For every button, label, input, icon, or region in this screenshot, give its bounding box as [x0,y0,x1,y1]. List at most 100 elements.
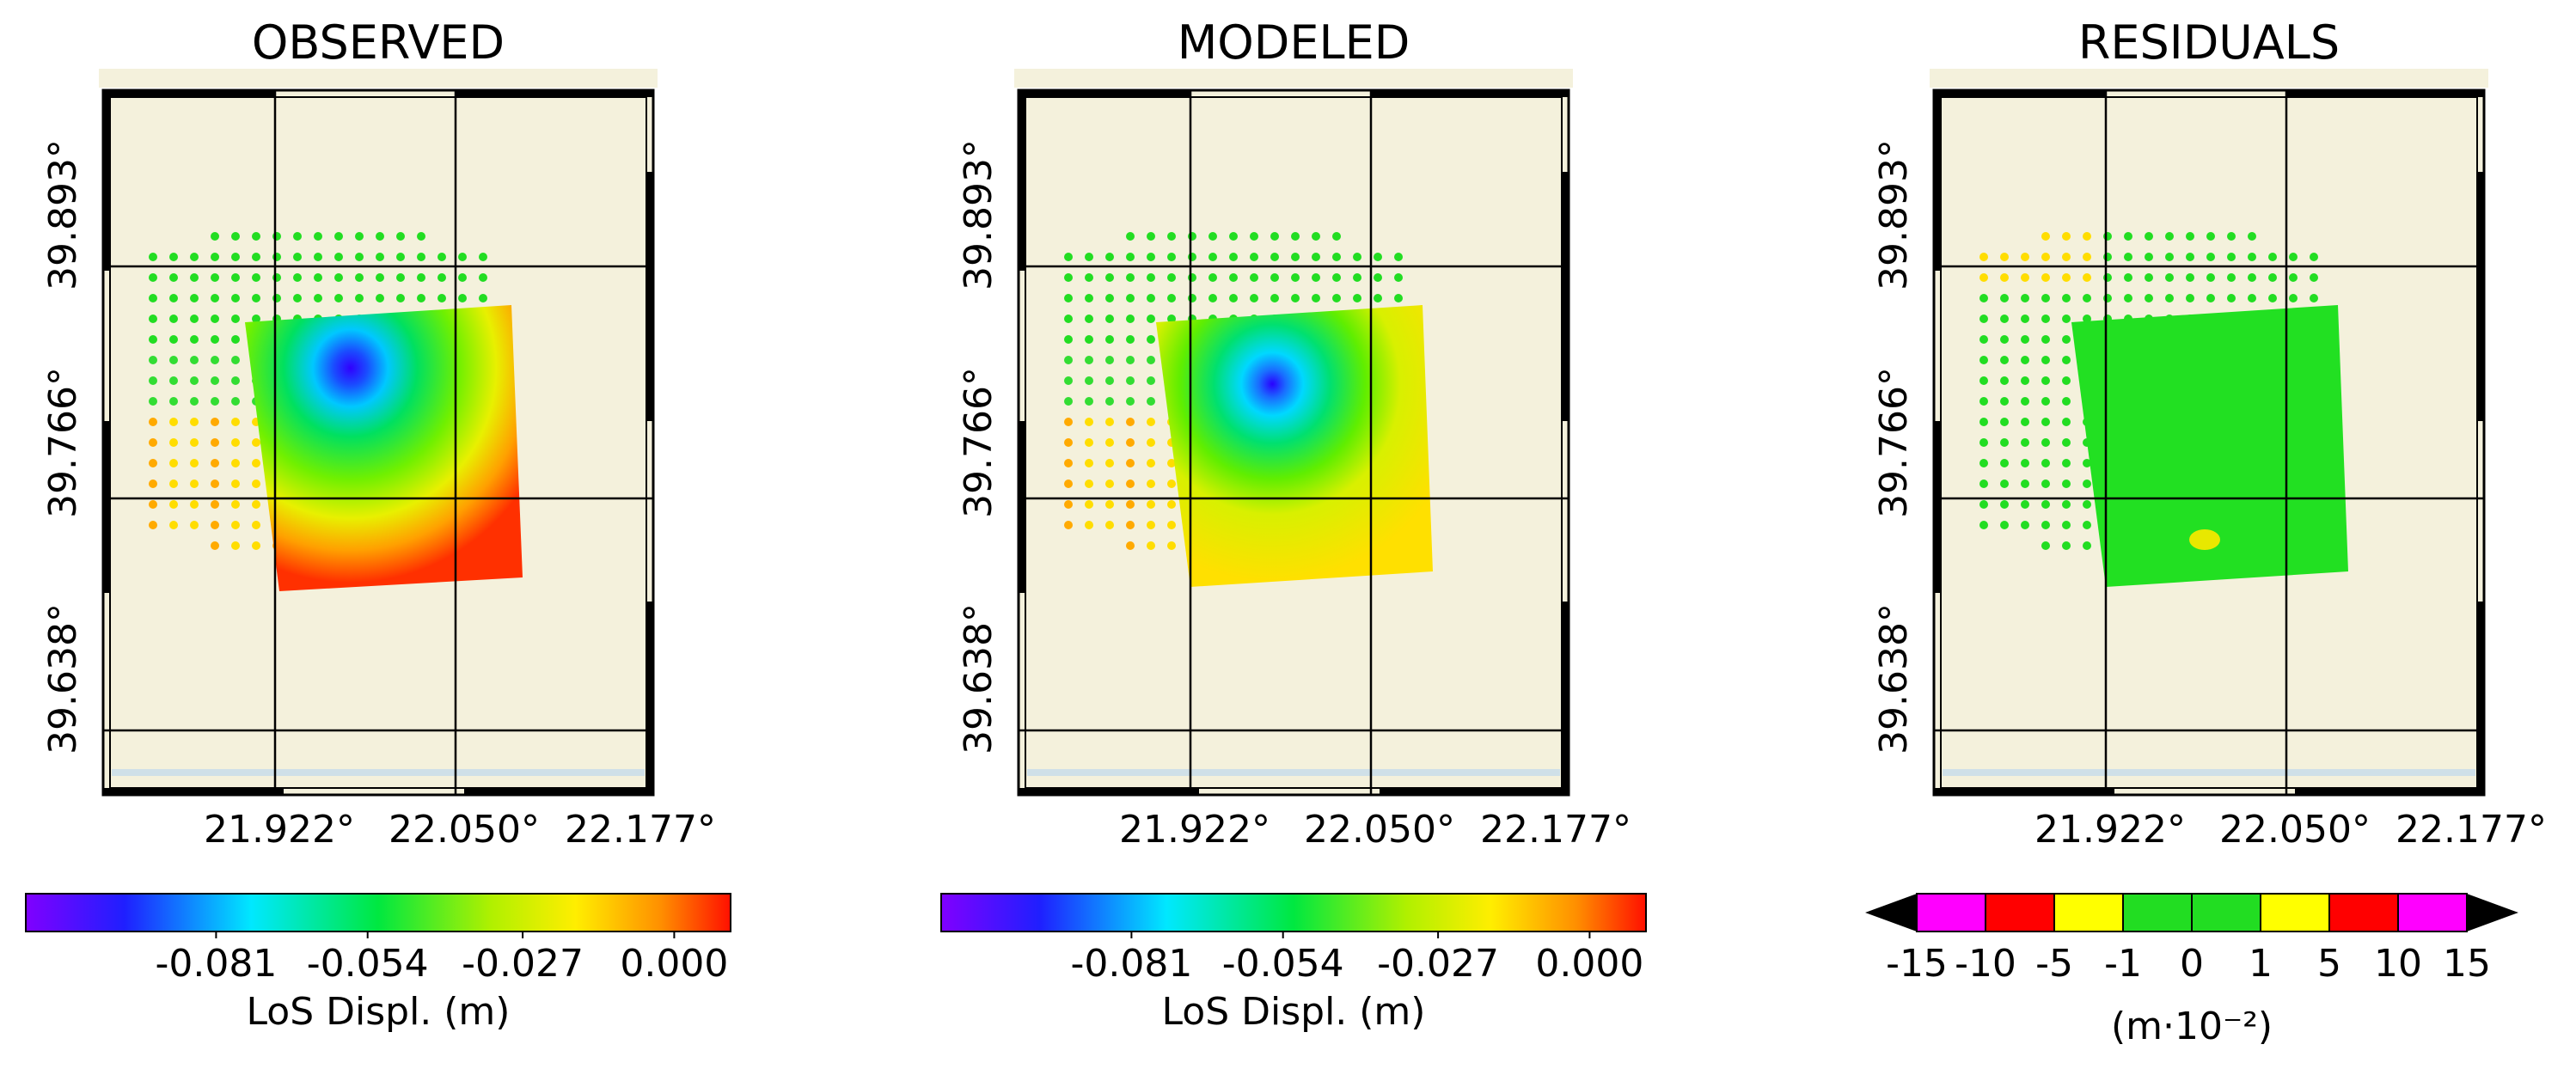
scatter-point [1979,376,1988,385]
scatter-point [1229,294,1238,302]
scatter-point [2041,335,2050,344]
frame-segment [103,90,275,97]
scatter-point [396,294,405,302]
residual-patch [2189,529,2220,550]
scatter-point [2041,397,2050,406]
colorbar-label: (m·10⁻²) [2111,1005,2273,1048]
scatter-point [376,294,384,302]
scatter-point [149,273,157,282]
scatter-point [1147,459,1155,467]
scatter-point [1167,315,1176,323]
frame-segment [2286,90,2484,97]
scatter-point [2041,294,2050,302]
frame-segment [1019,90,1025,271]
scatter-point [1188,273,1196,282]
scatter-point [231,335,240,344]
lon-tick-label: 21.922° [1119,808,1270,852]
scatter-point [2041,273,2050,282]
lat-tick-label: 39.638° [41,603,85,754]
scatter-point [1353,273,1361,282]
scatter-point [2186,253,2194,261]
scatter-point [314,273,322,282]
scatter-point [252,438,260,447]
scatter-point [2206,294,2215,302]
scatter-point [1105,479,1114,488]
scatter-point [334,232,343,241]
scatter-point [1105,438,1114,447]
scatter-point [355,273,364,282]
scatter-point [1979,397,1988,406]
scatter-point [2021,438,2029,447]
colorbar-extend-min [1865,894,1917,931]
scatter-point [1126,438,1135,447]
frame-segment [2477,172,2484,421]
scatter-point [1147,397,1155,406]
colorbar-segment [2328,893,2399,932]
scatter-point [1105,376,1114,385]
frame-segment [1019,421,1025,593]
scatter-point [1229,273,1238,282]
scatter-point [2124,294,2132,302]
scatter-point [1312,253,1320,261]
colorbar-tick-label: -0.027 [462,942,584,986]
scatter-point [1126,459,1135,467]
scatter-point [2062,335,2071,344]
scatter-point [1064,253,1073,261]
scatter-point [211,253,219,261]
scatter-point [1208,294,1217,302]
scatter-point [1105,500,1114,509]
scatter-point [231,459,240,467]
colorbar-segment [2397,893,2468,932]
scatter-point [1064,521,1073,529]
scatter-point [252,459,260,467]
scatter-point [211,273,219,282]
scatter-point [252,479,260,488]
scatter-point [190,418,199,426]
scatter-point [417,294,425,302]
scatter-point [1291,294,1300,302]
scatter-point [2041,356,2050,364]
scatter-point [1250,273,1258,282]
scatter-point [2186,273,2194,282]
scatter-point [190,376,199,385]
scatter-point [2021,356,2029,364]
frame-segment [2295,788,2484,795]
scatter-point [293,273,302,282]
scatter-point [1167,253,1176,261]
scatter-point [252,232,260,241]
scatter-point [1064,335,1073,344]
scatter-point [231,232,240,241]
scatter-point [1979,253,1988,261]
scatter-point [2186,232,2194,241]
scatter-point [190,356,199,364]
scatter-point [211,521,219,529]
frame-segment [1019,788,1199,795]
scatter-point [1147,232,1155,241]
scatter-point [2062,376,2071,385]
scatter-point [2062,500,2071,509]
scatter-point [1085,418,1093,426]
scatter-point [211,397,219,406]
scatter-point [252,315,260,323]
frame-segment [103,788,284,795]
scatter-point [169,418,178,426]
scatter-point [2289,253,2298,261]
scatter-point [211,438,219,447]
frame-segment [1371,90,1569,97]
scatter-point [2083,253,2091,261]
scatter-point [2062,315,2071,323]
scatter-point [1126,232,1135,241]
scatter-point [458,253,467,261]
scatter-point [2041,376,2050,385]
frame-segment [456,90,653,97]
scatter-point [1085,479,1093,488]
scatter-point [231,253,240,261]
scatter-point [252,541,260,550]
colorbar-tick-label: -0.081 [155,942,277,986]
scatter-point [1126,541,1135,550]
scatter-point [1064,459,1073,467]
scatter-point [1085,521,1093,529]
scatter-point [2021,459,2029,467]
map-top-strip [99,69,658,88]
scatter-point [1291,232,1300,241]
